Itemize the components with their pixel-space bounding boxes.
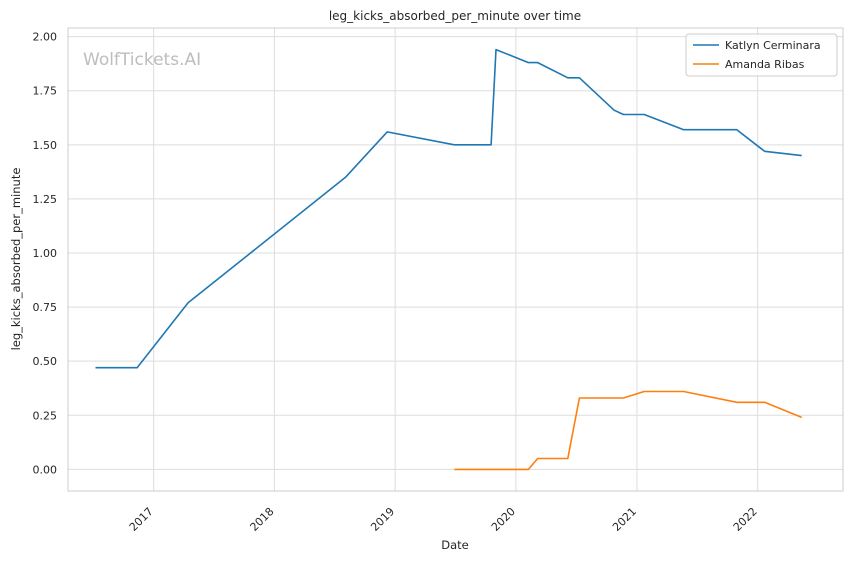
x-tick-label: 2021 xyxy=(610,505,639,534)
legend-label-katlyn-cerminara: Katlyn Cerminara xyxy=(725,39,821,52)
legend-box xyxy=(685,33,838,77)
y-tick-label: 0.25 xyxy=(33,409,58,422)
y-tick-label: 1.75 xyxy=(33,85,58,98)
x-tick-label: 2020 xyxy=(489,505,518,534)
y-axis-ticks: 0.00 0.25 0.50 0.75 1.00 1.25 1.50 1.75 2.00 xyxy=(33,31,58,477)
y-tick-label: 1.50 xyxy=(33,139,58,152)
x-axis-ticks: 2017 2018 2019 2020 2021 2022 xyxy=(127,505,760,534)
legend-label-amanda-ribas: Amanda Ribas xyxy=(725,58,805,71)
y-tick-label: 0.00 xyxy=(33,463,58,476)
x-tick-label: 2017 xyxy=(127,505,156,534)
x-tick-label: 2022 xyxy=(731,505,760,534)
x-tick-label: 2018 xyxy=(248,505,277,534)
series-line-katlyn-cerminara xyxy=(95,48,802,369)
y-axis-label: leg_kicks_absorbed_per_minute xyxy=(9,168,23,351)
y-tick-label: 2.00 xyxy=(33,31,58,44)
y-tick-label: 0.50 xyxy=(33,355,58,368)
x-axis-label: Date xyxy=(441,538,469,552)
plot-frame xyxy=(67,27,844,492)
gridlines xyxy=(68,28,843,491)
series-lines xyxy=(95,48,803,471)
x-tick-label: 2019 xyxy=(368,505,397,534)
chart-title: leg_kicks_absorbed_per_minute over time xyxy=(329,9,581,23)
y-tick-label: 1.25 xyxy=(33,193,58,206)
legend: Katlyn Cerminara Amanda Ribas xyxy=(685,33,838,77)
y-tick-label: 0.75 xyxy=(33,301,58,314)
series-line-amanda-ribas xyxy=(454,390,803,471)
watermark: WolfTickets.AI xyxy=(83,50,201,70)
y-tick-label: 1.00 xyxy=(33,247,58,260)
